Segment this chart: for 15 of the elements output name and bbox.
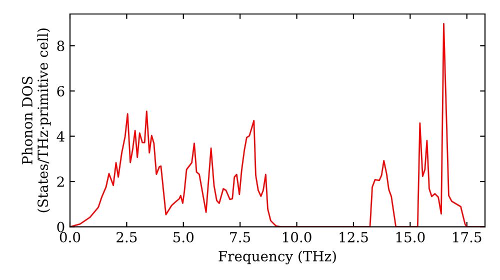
x-tick-label: 5.0: [174, 232, 194, 242]
y-tick-label: 6: [57, 86, 64, 96]
x-tick-label: 15.0: [396, 232, 425, 242]
y-tick-label: 0: [57, 222, 64, 232]
y-tick-label: 2: [57, 176, 64, 187]
x-tick-label: 12.5: [340, 232, 368, 242]
x-tick-label: 0.0: [60, 232, 80, 242]
x-tick-label: 2.5: [116, 232, 137, 242]
x-tick-label: 10.0: [283, 232, 312, 242]
x-tick-label: 7.5: [230, 232, 250, 242]
x-axis-title: Frequency (THz): [218, 250, 336, 264]
y-tick-label: 4: [56, 131, 64, 142]
y-tick-label: 8: [57, 40, 64, 52]
y-axis-title: Phonon DOS (States/THz·primitive cell): [22, 28, 51, 212]
x-tick-label: 17.5: [453, 232, 482, 242]
